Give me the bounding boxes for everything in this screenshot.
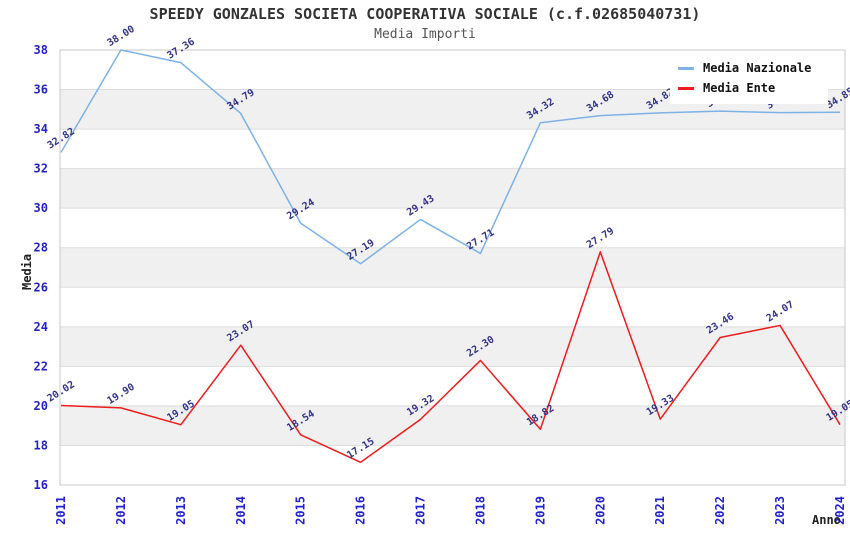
series-lines <box>60 49 841 464</box>
x-tick-label: 2021 <box>653 496 667 525</box>
y-tick-label: 26 <box>34 280 48 294</box>
plot-border <box>59 49 846 486</box>
background-bands <box>60 89 845 446</box>
band <box>60 168 845 209</box>
x-axis-ticks: 2011 2012 2013 2014 2015 2016 2017 2018 2019 2020… <box>54 496 847 525</box>
point-label: 19.90 <box>106 382 137 407</box>
y-axis-title: Media <box>20 254 34 290</box>
x-tick-label: 2022 <box>713 496 727 525</box>
x-tick-label: 2013 <box>174 496 188 525</box>
y-tick-label: 20 <box>34 399 48 413</box>
band <box>60 326 845 367</box>
chart-title: SPEEDY GONZALES SOCIETA COOPERATIVA SOCI… <box>149 5 701 23</box>
x-tick-label: 2016 <box>354 496 368 525</box>
y-tick-label: 28 <box>34 241 48 255</box>
x-tick-label: 2014 <box>234 496 248 525</box>
y-tick-label: 18 <box>34 438 48 452</box>
band <box>60 247 845 288</box>
series-line-ente <box>60 251 841 464</box>
legend-entry-ente: Media Ente <box>678 78 820 98</box>
point-label: 27.79 <box>585 226 616 251</box>
x-tick-label: 2018 <box>473 496 487 525</box>
x-tick-label: 2017 <box>414 496 428 525</box>
x-tick-label: 2020 <box>593 496 607 525</box>
y-axis-ticks: 16 18 20 22 24 26 28 30 32 34 36 38 <box>34 43 48 492</box>
legend-label-nazionale: Media Nazionale <box>703 61 812 75</box>
y-tick-label: 34 <box>34 122 48 136</box>
y-tick-label: 32 <box>34 162 48 176</box>
x-tick-label: 2023 <box>773 496 787 525</box>
y-tick-label: 22 <box>34 359 48 373</box>
y-tick-label: 24 <box>34 320 48 334</box>
point-label: 24.07 <box>765 299 796 324</box>
series-line-nazionale <box>60 49 841 265</box>
point-label: 32.82 <box>46 126 77 151</box>
x-tick-label: 2012 <box>114 496 128 525</box>
y-tick-label: 16 <box>34 478 48 492</box>
legend-label-ente: Media Ente <box>703 81 776 95</box>
gridlines <box>59 49 846 486</box>
x-tick-label: 2024 <box>833 496 847 525</box>
x-axis-title: Anno <box>812 513 841 527</box>
y-tick-label: 36 <box>34 83 48 97</box>
y-tick-label: 30 <box>34 201 48 215</box>
point-label: 20.02 <box>46 379 77 404</box>
x-tick-label: 2015 <box>294 496 308 525</box>
legend-swatch-nazionale-icon <box>678 66 694 70</box>
x-tick-label: 2011 <box>54 496 68 525</box>
y-tick-label: 38 <box>34 43 48 57</box>
legend-swatch-ente-icon <box>678 86 694 90</box>
chart-subtitle: Media Importi <box>374 27 476 42</box>
x-tick-label: 2019 <box>533 496 547 525</box>
legend: Media Nazionale Media Ente <box>670 52 828 104</box>
legend-entry-nazionale: Media Nazionale <box>678 58 820 78</box>
